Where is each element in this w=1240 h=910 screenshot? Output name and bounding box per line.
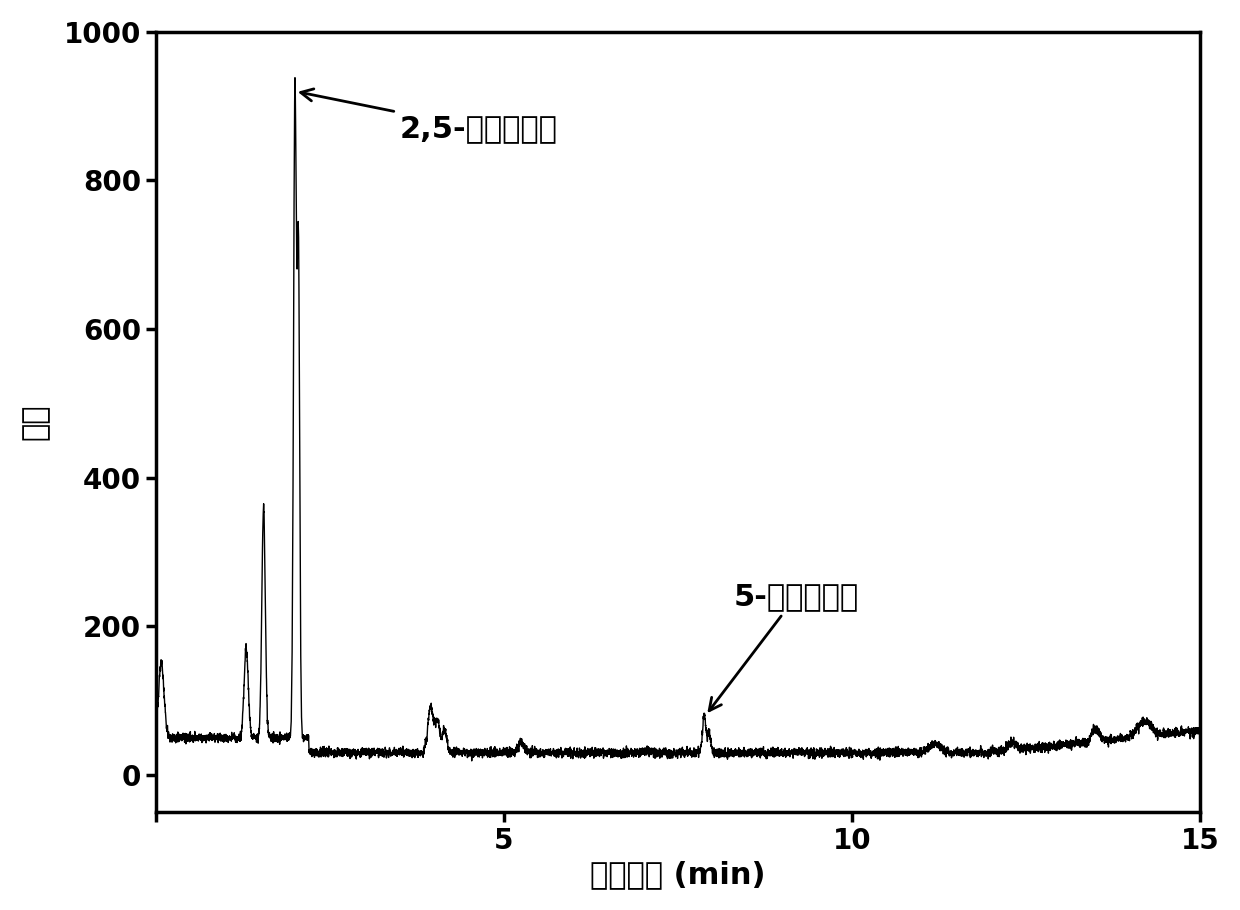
Text: 5-羟甲基精醒: 5-羟甲基精醒: [709, 582, 858, 711]
Text: 2,5-二甲基呗喂: 2,5-二甲基呗喂: [300, 89, 557, 143]
X-axis label: 保留时间 (min): 保留时间 (min): [590, 860, 765, 889]
Y-axis label: 强度: 强度: [21, 404, 50, 440]
